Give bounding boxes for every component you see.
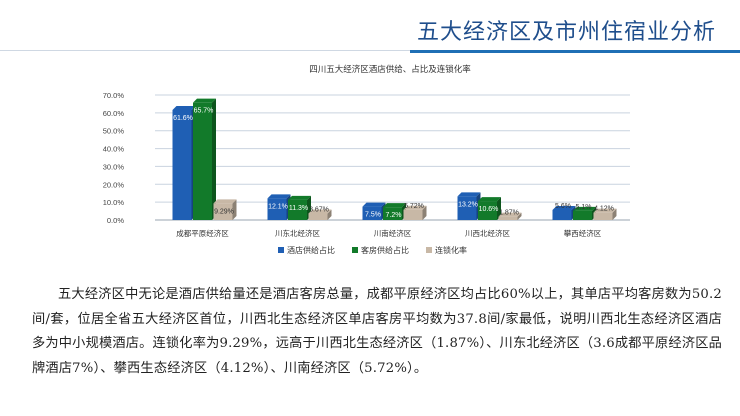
- bar-top: [593, 208, 617, 213]
- bar: [552, 210, 572, 220]
- title-accent-rule: [410, 50, 740, 53]
- bar-top: [193, 98, 216, 103]
- bar: [288, 199, 307, 220]
- data-label: 65.7%: [194, 108, 214, 115]
- y-tick-label: 0.0%: [107, 216, 124, 225]
- bar-top: [552, 206, 576, 210]
- bar-side: [612, 208, 617, 220]
- bar-top: [308, 209, 332, 214]
- chart-title: 四川五大经济区酒店供给、占比及连锁化率: [309, 64, 471, 74]
- y-tick-label: 60.0%: [103, 109, 125, 118]
- y-tick-label: 20.0%: [103, 180, 125, 189]
- data-label: 5.1%: [576, 204, 592, 211]
- bar: [362, 206, 382, 220]
- legend-swatch: [426, 247, 432, 253]
- data-label: 12.1%: [268, 203, 288, 210]
- bar-side: [497, 197, 501, 220]
- legend-label: 连锁化率: [435, 245, 467, 255]
- data-label: 5.6%: [555, 203, 571, 210]
- bar: [193, 102, 212, 220]
- data-label: 7.5%: [365, 212, 381, 219]
- title-divider-line: [0, 50, 410, 51]
- bar-top: [498, 212, 522, 217]
- bar-top: [172, 106, 196, 110]
- title-bar: 五大经济区及市州住宿业分析: [410, 0, 740, 58]
- y-tick-label: 10.0%: [103, 198, 125, 207]
- bar: [457, 196, 477, 220]
- legend-swatch: [352, 247, 358, 253]
- bar-top: [362, 202, 386, 207]
- data-label: 4.12%: [594, 206, 614, 213]
- x-tick-label: 攀西经济区: [564, 228, 602, 238]
- data-label: 11.3%: [289, 205, 308, 212]
- bar-side: [422, 205, 427, 220]
- bar-top: [478, 197, 501, 202]
- data-label: 1.87%: [499, 210, 519, 217]
- x-tick-label: 川东北经济区: [275, 228, 320, 238]
- bar-chart: 四川五大经济区酒店供给、占比及连锁化率 0.0% 10.0% 20.0% 30.0% 40…: [103, 64, 630, 255]
- bar-top: [383, 203, 406, 208]
- bar: [308, 213, 328, 220]
- bar: [403, 209, 423, 220]
- bar-top: [288, 195, 311, 200]
- page-title: 五大经济区及市州住宿业分析: [416, 20, 716, 45]
- data-label: 3.67%: [309, 206, 329, 213]
- x-tick-label: 川西北经济区: [465, 228, 510, 238]
- data-label: 10.6%: [479, 206, 499, 213]
- bar: [267, 198, 287, 220]
- bar: [478, 201, 497, 220]
- bar: [593, 212, 613, 220]
- analysis-paragraph: 五大经济区中无论是酒店供给量还是酒店客房总量，成都平原经济区均占比60%以上，其…: [32, 287, 722, 376]
- y-tick-label: 70.0%: [103, 91, 125, 100]
- data-label: 5.72%: [404, 203, 424, 210]
- bar-side: [517, 212, 522, 220]
- y-tick-label: 50.0%: [103, 127, 125, 136]
- data-label: 7.2%: [386, 212, 402, 219]
- y-tick-label: 30.0%: [103, 162, 125, 171]
- bar: [172, 110, 192, 220]
- bar-top: [457, 192, 481, 197]
- data-label: 9.29%: [214, 208, 234, 215]
- bar-top: [213, 199, 237, 204]
- bar-side: [212, 98, 216, 220]
- y-tick-label: 40.0%: [103, 145, 125, 154]
- data-label: 61.6%: [173, 115, 193, 122]
- bar-side: [327, 209, 332, 220]
- bar: [383, 207, 402, 220]
- bar: [573, 210, 592, 220]
- bar: [213, 203, 233, 220]
- x-tick-label: 成都平原经济区: [176, 228, 229, 238]
- bar: [498, 216, 518, 220]
- x-tick-label: 川南经济区: [374, 228, 412, 238]
- legend-label: 酒店供给占比: [287, 245, 335, 255]
- bar-top: [403, 205, 427, 210]
- legend-label: 客房供给占比: [361, 245, 409, 255]
- bar-top: [573, 206, 596, 211]
- bar-side: [232, 199, 237, 220]
- data-label: 13.2%: [458, 201, 478, 208]
- bar-top: [267, 194, 291, 199]
- legend-swatch: [278, 247, 284, 253]
